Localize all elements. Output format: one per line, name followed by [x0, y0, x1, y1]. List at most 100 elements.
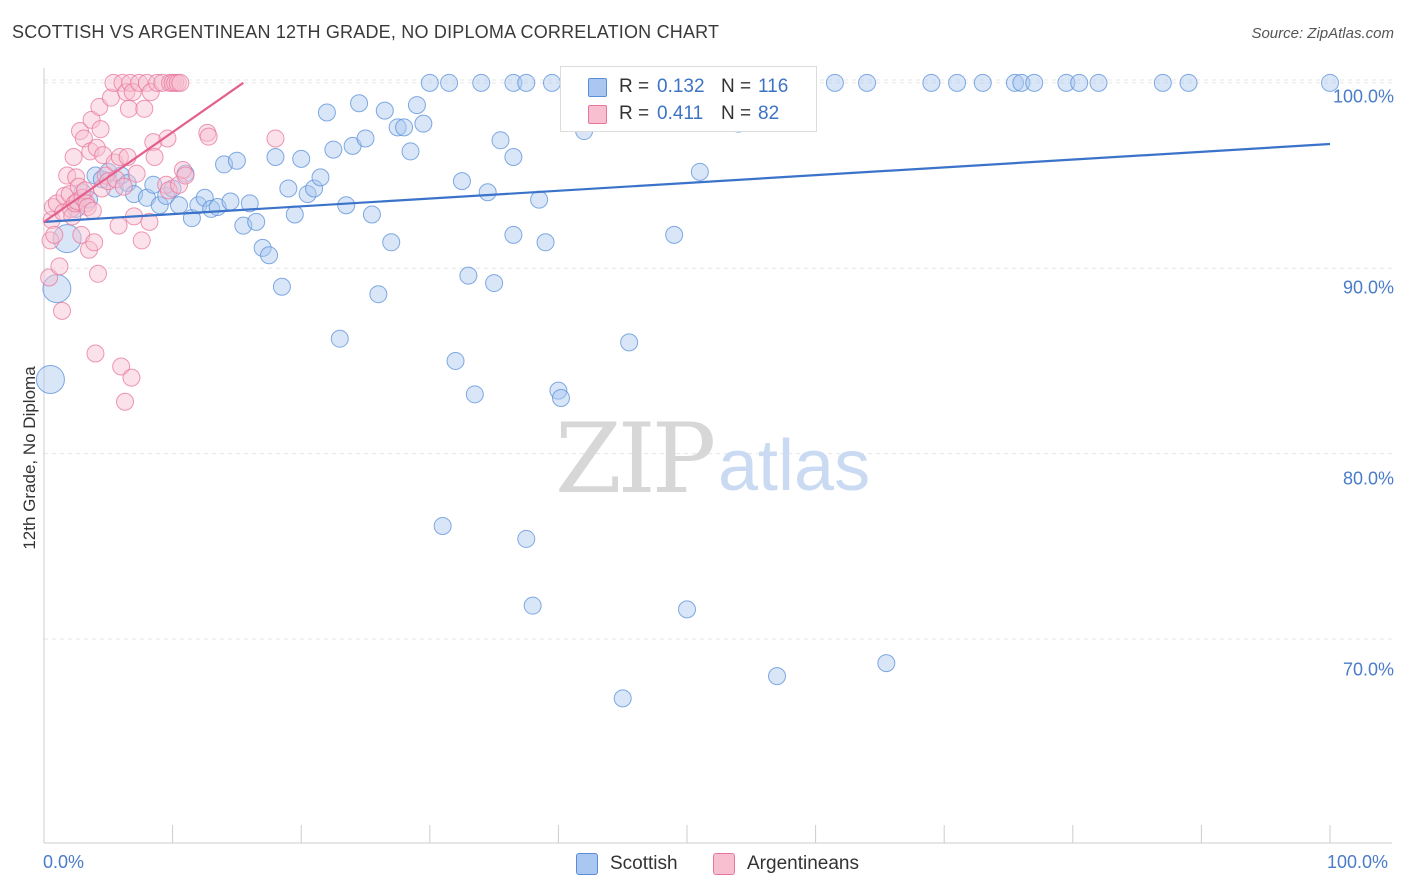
argentinean-point	[116, 392, 135, 411]
n-value: 82	[758, 103, 780, 124]
scottish-point	[504, 225, 523, 244]
scottish-point	[536, 233, 555, 252]
argentinean-point	[148, 73, 167, 92]
n-label: N =	[721, 76, 752, 97]
argentinean-point	[122, 368, 141, 387]
argentinean-point	[109, 216, 128, 235]
scottish-point	[491, 131, 510, 150]
scottish-point	[1005, 73, 1024, 92]
scottish-point	[1025, 73, 1044, 92]
legend-item-scottish[interactable]: Scottish	[576, 852, 678, 876]
argentinean-point	[123, 83, 142, 102]
r-value: 0.132	[657, 76, 705, 97]
argentinean-point	[132, 231, 151, 250]
scottish-point	[825, 73, 844, 92]
scottish-point	[446, 351, 465, 370]
argentinean-point	[137, 73, 156, 92]
legend-item-argentineans[interactable]: Argentineans	[713, 852, 859, 876]
scottish-point	[407, 96, 426, 115]
argentinean-point	[50, 257, 69, 276]
scottish-point	[768, 667, 787, 686]
scottish-point	[1153, 73, 1172, 92]
argentinean-point	[176, 166, 195, 185]
argentinean-point	[110, 147, 129, 166]
legend-swatch-argentineans	[588, 104, 607, 124]
argentinean-point	[158, 129, 177, 148]
scottish-point	[369, 285, 388, 304]
watermark-atlas: atlas	[718, 426, 870, 506]
scottish-point	[530, 190, 549, 209]
scottish-point	[504, 73, 523, 92]
y-tick-label-90: 90.0%	[1342, 277, 1394, 298]
scottish-point	[665, 225, 684, 244]
scottish-point	[221, 192, 240, 211]
scottish-point	[324, 140, 343, 159]
argentinean-point	[159, 181, 178, 200]
scottish-point	[973, 73, 992, 92]
scottish-point	[1179, 73, 1198, 92]
scottish-point	[1321, 73, 1339, 92]
legend-swatch-scottish	[576, 853, 598, 875]
scottish-point	[877, 654, 896, 673]
legend-label-argentineans: Argentineans	[747, 853, 859, 874]
scottish-point	[375, 101, 394, 120]
legend-swatch-argentineans	[713, 853, 735, 875]
scottish-point	[337, 196, 356, 215]
scottish-point	[1089, 73, 1108, 92]
scottish-point	[440, 73, 459, 92]
scottish-point	[202, 199, 221, 218]
argentinean-point	[91, 120, 110, 139]
scottish-point	[690, 162, 709, 181]
scottish-point	[253, 238, 272, 257]
argentinean-trendline	[43, 81, 244, 223]
scottish-point	[613, 689, 632, 708]
argentinean-point	[170, 175, 189, 194]
scottish-point	[170, 196, 189, 215]
scottish-point	[401, 142, 420, 161]
argentinean-point	[171, 73, 190, 92]
scottish-point	[858, 73, 877, 92]
scottish-point	[227, 151, 246, 170]
stats-legend: R = 0.132 N = 116 R = 0.411 N = 82	[560, 66, 817, 132]
x-tick-label-100: 100.0%	[1327, 852, 1389, 872]
argentinean-point	[127, 164, 146, 183]
scottish-point	[504, 147, 523, 166]
scottish-point	[485, 274, 504, 293]
scottish-point	[551, 389, 570, 408]
argentinean-point	[40, 268, 59, 287]
legend-row-argentineans: R = 0.411 N = 82	[561, 102, 779, 126]
scottish-point	[317, 103, 336, 122]
scottish-point	[356, 129, 375, 148]
scottish-point	[452, 172, 471, 191]
source-label: Source: ZipAtlas.com	[1251, 25, 1394, 42]
n-label: N =	[721, 103, 752, 124]
argentinean-point	[153, 73, 172, 92]
scottish-point	[465, 385, 484, 404]
argentinean-point	[87, 138, 106, 157]
scottish-point	[311, 168, 330, 187]
scottish-point	[472, 73, 491, 92]
watermark-zip: ZIP	[555, 403, 714, 515]
scottish-point	[523, 596, 542, 615]
argentinean-point	[144, 133, 163, 152]
argentinean-point	[114, 177, 133, 196]
scottish-point	[433, 516, 452, 535]
y-tick-label-80: 80.0%	[1342, 468, 1394, 489]
scottish-point	[285, 205, 304, 224]
y-tick-label-70: 70.0%	[1342, 659, 1394, 680]
scottish-point	[150, 196, 169, 215]
argentinean-point	[89, 264, 108, 283]
scottish-point	[52, 224, 82, 254]
scottish-point	[517, 73, 536, 92]
scottish-point	[922, 73, 941, 92]
chart-title: SCOTTISH VS ARGENTINEAN 12TH GRADE, NO D…	[12, 22, 720, 42]
legend-row-scottish: R = 0.132 N = 116	[561, 75, 788, 99]
argentinean-point	[135, 99, 154, 118]
argentinean-point	[45, 225, 64, 244]
argentinean-point	[58, 166, 77, 185]
scottish-point	[620, 333, 639, 352]
scottish-point	[395, 118, 414, 137]
argentinean-point	[145, 147, 164, 166]
scottish-point	[350, 94, 369, 113]
